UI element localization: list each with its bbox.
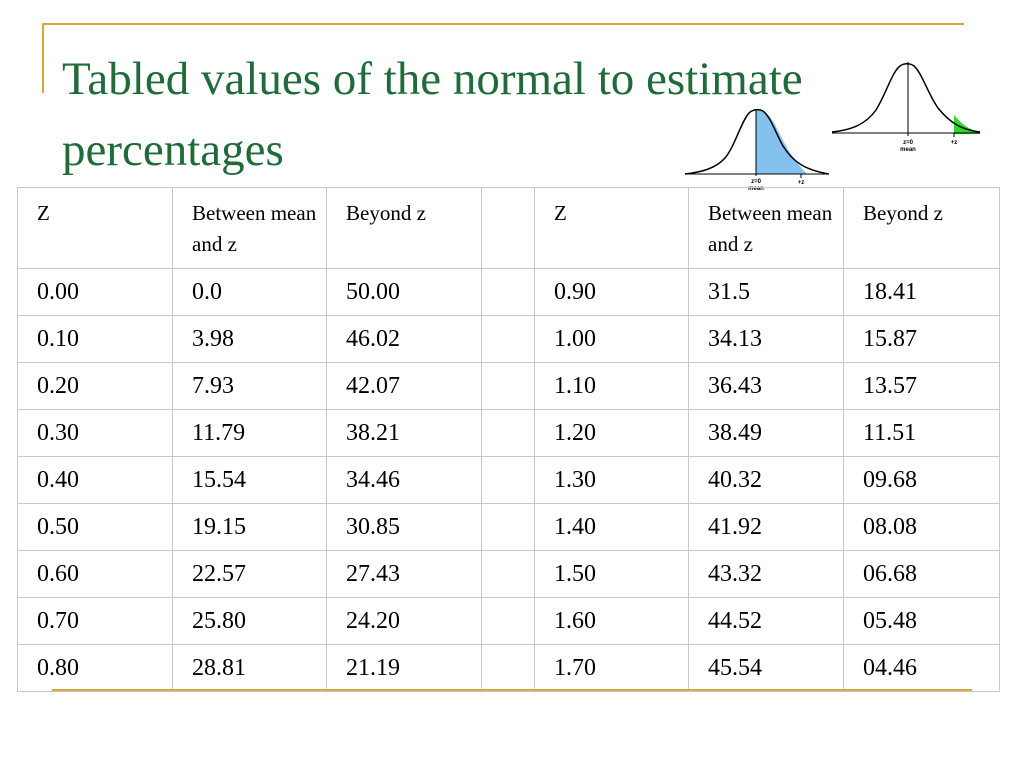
cell-between: 7.93 xyxy=(172,362,327,410)
cell-beyond: 42.07 xyxy=(326,362,482,410)
left-decorative-rule xyxy=(42,23,44,93)
table-row: 0.30 11.79 38.21 1.20 38.49 11.51 xyxy=(17,409,1000,457)
beyond-area-fill xyxy=(954,115,980,134)
cell-beyond: 27.43 xyxy=(326,550,482,598)
cell-between: 19.15 xyxy=(172,503,327,551)
normal-curve-between-mean-and-z: z=0 mean +z xyxy=(684,108,830,192)
cell-beyond: 46.02 xyxy=(326,315,482,363)
header-beyond-z: Beyond z xyxy=(843,187,1000,269)
center-sublabel: mean xyxy=(900,147,916,153)
cell-between: 40.32 xyxy=(688,456,844,504)
cell-z: 0.40 xyxy=(17,456,173,504)
cell-beyond: 05.48 xyxy=(843,597,1000,645)
center-label: z=0 xyxy=(903,140,914,146)
cell-spacer xyxy=(481,550,535,598)
header-spacer xyxy=(481,187,535,269)
cell-z: 0.80 xyxy=(17,644,173,692)
cell-between: 36.43 xyxy=(688,362,844,410)
cell-beyond: 09.68 xyxy=(843,456,1000,504)
header-between-mean-and-z: Between mean and z xyxy=(172,187,327,269)
cell-between: 3.98 xyxy=(172,315,327,363)
cell-beyond: 15.87 xyxy=(843,315,1000,363)
cell-beyond: 11.51 xyxy=(843,409,1000,457)
slide-title: Tabled values of the normal to estimate … xyxy=(62,53,803,176)
cell-beyond: 50.00 xyxy=(326,268,482,316)
cell-between: 25.80 xyxy=(172,597,327,645)
cell-z: 1.50 xyxy=(534,550,689,598)
table-row: 0.80 28.81 21.19 1.70 45.54 04.46 xyxy=(17,644,1000,692)
cell-spacer xyxy=(481,503,535,551)
cell-z: 1.30 xyxy=(534,456,689,504)
cell-beyond: 08.08 xyxy=(843,503,1000,551)
z-label: +z xyxy=(951,140,958,146)
center-label: z=0 xyxy=(751,179,762,185)
table-row: 0.00 0.0 50.00 0.90 31.5 18.41 xyxy=(17,268,1000,316)
cell-z: 0.70 xyxy=(17,597,173,645)
cell-z: 0.50 xyxy=(17,503,173,551)
cell-z: 1.60 xyxy=(534,597,689,645)
cell-between: 11.79 xyxy=(172,409,327,457)
table-row: 0.40 15.54 34.46 1.30 40.32 09.68 xyxy=(17,456,1000,504)
cell-z: 1.70 xyxy=(534,644,689,692)
table-row: 0.10 3.98 46.02 1.00 34.13 15.87 xyxy=(17,315,1000,363)
cell-between: 22.57 xyxy=(172,550,327,598)
cell-spacer xyxy=(481,597,535,645)
cell-between: 34.13 xyxy=(688,315,844,363)
cell-spacer xyxy=(481,409,535,457)
z-label: +z xyxy=(798,180,805,186)
table-header-row: Z Between mean and z Beyond z Z Between … xyxy=(17,187,1000,269)
cell-z: 0.30 xyxy=(17,409,173,457)
cell-beyond: 18.41 xyxy=(843,268,1000,316)
table-row: 0.70 25.80 24.20 1.60 44.52 05.48 xyxy=(17,597,1000,645)
table-row: 0.50 19.15 30.85 1.40 41.92 08.08 xyxy=(17,503,1000,551)
table-row: 0.60 22.57 27.43 1.50 43.32 06.68 xyxy=(17,550,1000,598)
cell-between: 0.0 xyxy=(172,268,327,316)
cell-z: 1.00 xyxy=(534,315,689,363)
cell-between: 43.32 xyxy=(688,550,844,598)
cell-between: 45.54 xyxy=(688,644,844,692)
top-decorative-rule xyxy=(42,23,964,25)
cell-spacer xyxy=(481,315,535,363)
cell-between: 44.52 xyxy=(688,597,844,645)
normal-curve-beyond-z: z=0 mean +z xyxy=(831,62,981,153)
cell-z: 1.40 xyxy=(534,503,689,551)
cell-spacer xyxy=(481,456,535,504)
cell-z: 0.00 xyxy=(17,268,173,316)
bottom-decorative-rule xyxy=(52,689,972,691)
cell-spacer xyxy=(481,644,535,692)
cell-beyond: 04.46 xyxy=(843,644,1000,692)
header-z: Z xyxy=(534,187,689,269)
header-between-mean-and-z: Between mean and z xyxy=(688,187,844,269)
header-z: Z xyxy=(17,187,173,269)
cell-beyond: 06.68 xyxy=(843,550,1000,598)
cell-beyond: 13.57 xyxy=(843,362,1000,410)
header-beyond-z: Beyond z xyxy=(326,187,482,269)
normal-curve-line xyxy=(831,63,981,133)
cell-between: 38.49 xyxy=(688,409,844,457)
cell-beyond: 34.46 xyxy=(326,456,482,504)
cell-between: 41.92 xyxy=(688,503,844,551)
cell-between: 31.5 xyxy=(688,268,844,316)
cell-beyond: 30.85 xyxy=(326,503,482,551)
cell-beyond: 21.19 xyxy=(326,644,482,692)
cell-z: 1.10 xyxy=(534,362,689,410)
cell-z: 0.60 xyxy=(17,550,173,598)
cell-z: 0.90 xyxy=(534,268,689,316)
cell-z: 0.20 xyxy=(17,362,173,410)
cell-z: 0.10 xyxy=(17,315,173,363)
cell-between: 15.54 xyxy=(172,456,327,504)
z-table: Z Between mean and z Beyond z Z Between … xyxy=(17,187,1000,692)
cell-between: 28.81 xyxy=(172,644,327,692)
table-row: 0.20 7.93 42.07 1.10 36.43 13.57 xyxy=(17,362,1000,410)
cell-spacer xyxy=(481,362,535,410)
cell-spacer xyxy=(481,268,535,316)
cell-beyond: 38.21 xyxy=(326,409,482,457)
cell-z: 1.20 xyxy=(534,409,689,457)
cell-beyond: 24.20 xyxy=(326,597,482,645)
